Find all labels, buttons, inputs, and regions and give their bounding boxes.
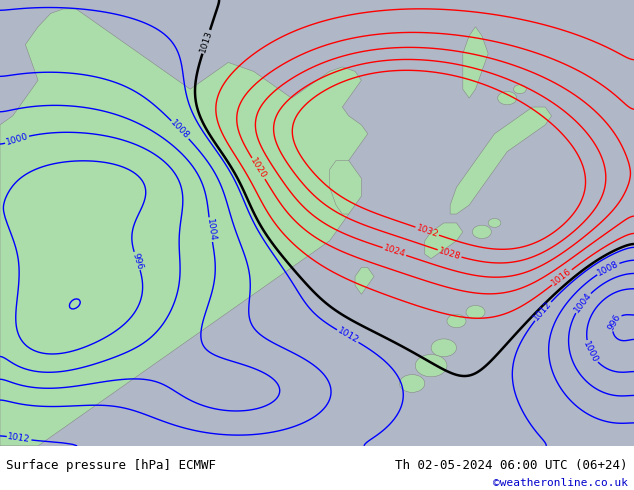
Polygon shape xyxy=(425,223,463,259)
Circle shape xyxy=(472,225,491,239)
Circle shape xyxy=(488,219,501,227)
Text: 1020: 1020 xyxy=(249,156,268,181)
Text: 1008: 1008 xyxy=(596,259,620,278)
Circle shape xyxy=(466,305,485,319)
Text: 1000: 1000 xyxy=(4,132,29,147)
Polygon shape xyxy=(463,27,488,98)
Text: 996: 996 xyxy=(606,313,623,332)
Text: 1008: 1008 xyxy=(169,119,191,141)
Text: 1012: 1012 xyxy=(335,326,360,346)
Text: 1004: 1004 xyxy=(572,291,593,315)
Text: 1013: 1013 xyxy=(198,29,214,54)
Circle shape xyxy=(514,85,526,94)
Text: 1004: 1004 xyxy=(205,218,217,242)
Text: 996: 996 xyxy=(130,251,144,270)
Text: 1028: 1028 xyxy=(437,246,462,261)
Text: 1016: 1016 xyxy=(550,267,574,288)
Text: 1032: 1032 xyxy=(415,223,439,239)
Polygon shape xyxy=(450,107,552,214)
Polygon shape xyxy=(0,0,634,446)
Circle shape xyxy=(498,92,517,105)
Text: 1024: 1024 xyxy=(382,244,406,259)
Text: ©weatheronline.co.uk: ©weatheronline.co.uk xyxy=(493,478,628,488)
Text: Surface pressure [hPa] ECMWF: Surface pressure [hPa] ECMWF xyxy=(6,459,216,472)
Polygon shape xyxy=(0,9,368,446)
Circle shape xyxy=(447,315,466,328)
Circle shape xyxy=(399,374,425,392)
Text: 1012: 1012 xyxy=(532,299,553,323)
Text: 1000: 1000 xyxy=(581,340,600,364)
Text: Th 02-05-2024 06:00 UTC (06+24): Th 02-05-2024 06:00 UTC (06+24) xyxy=(395,459,628,472)
Text: 1012: 1012 xyxy=(7,432,31,444)
Polygon shape xyxy=(355,268,374,294)
Circle shape xyxy=(431,339,456,357)
Polygon shape xyxy=(330,161,361,214)
Circle shape xyxy=(415,354,447,377)
